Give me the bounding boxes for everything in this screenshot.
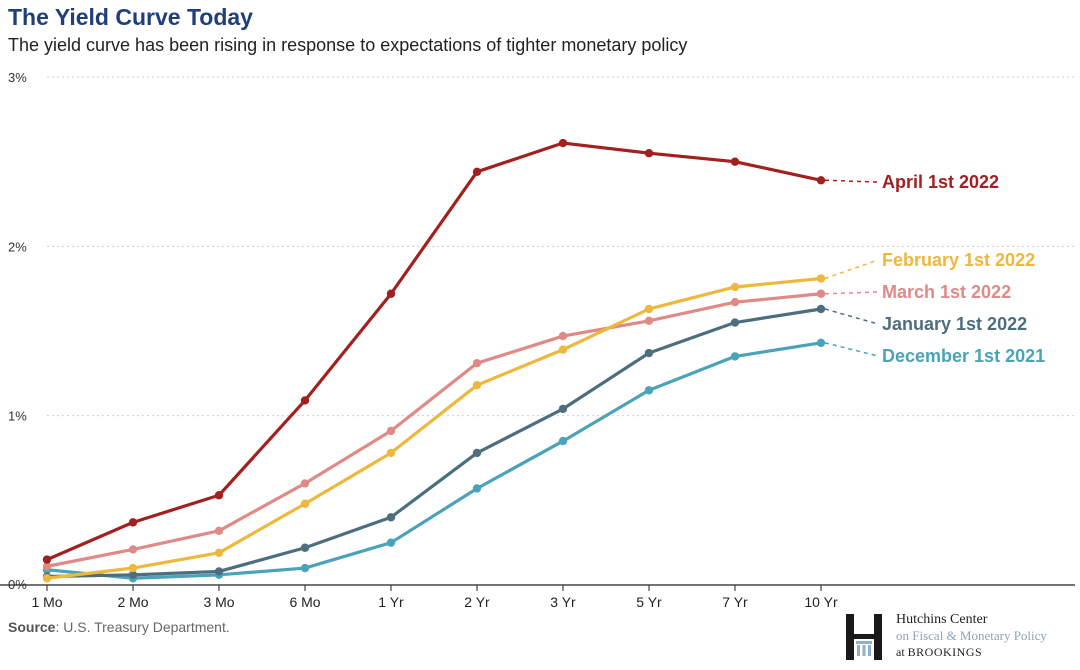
data-point [730, 352, 740, 361]
label-leader-line [824, 179, 879, 183]
data-point [730, 318, 740, 327]
logo-line2: on Fiscal & Monetary Policy [896, 628, 1047, 643]
series-line [46, 276, 822, 580]
series-labels: December 1st 2021 January 1st 2022 March 1… [824, 172, 1045, 366]
data-point [386, 289, 396, 298]
data-point [472, 448, 482, 458]
logo-line3-prefix: at [896, 645, 908, 659]
y-tick-label: 2% [8, 239, 27, 254]
logo-line3: at BROOKINGS [896, 644, 1047, 660]
grid-lines [47, 76, 1075, 417]
hutchins-logo: Hutchins Center on Fiscal & Monetary Pol… [846, 612, 1076, 664]
y-axis: 0%1%2%3% [8, 70, 27, 592]
x-tick-label: 3 Mo [203, 594, 234, 610]
series-0 [42, 338, 826, 583]
data-point [214, 567, 224, 576]
source-label: Source [8, 619, 56, 635]
data-point [730, 282, 740, 292]
series-lines [42, 138, 826, 583]
data-point [300, 543, 310, 552]
chart-subtitle: The yield curve has been rising in respo… [8, 35, 688, 55]
data-point [816, 176, 826, 185]
x-tick-label: 3 Yr [550, 594, 576, 610]
series-2 [42, 289, 826, 571]
series-label: December 1st 2021 [882, 346, 1045, 366]
data-point [644, 316, 654, 326]
source-note: Source: U.S. Treasury Department. [8, 619, 230, 635]
data-point [300, 479, 310, 488]
data-point [128, 563, 138, 573]
data-point [816, 304, 826, 314]
series-label: January 1st 2022 [882, 314, 1027, 334]
data-point [300, 563, 310, 573]
x-tick-label: 1 Mo [31, 594, 62, 610]
data-point [128, 545, 138, 554]
series-3 [42, 274, 826, 583]
data-point [214, 548, 224, 558]
data-point [42, 574, 52, 583]
data-point [558, 436, 568, 446]
data-point [128, 570, 138, 580]
series-line [46, 341, 822, 580]
x-tick-label: 1 Yr [378, 594, 404, 610]
data-point [214, 526, 224, 536]
y-tick-label: 1% [8, 409, 27, 424]
series-line [46, 292, 822, 568]
data-point [558, 345, 568, 354]
series-label: March 1st 2022 [882, 282, 1011, 302]
data-point [386, 448, 396, 458]
logo-brand: BROOKINGS [907, 645, 983, 659]
data-point [730, 298, 740, 307]
y-tick-label: 3% [8, 70, 27, 85]
x-axis: 1 Mo 2 Mo 3 Mo 6 Mo 1 Yr 2 Yr 3 Yr 5 Yr 7 Yr 10 Y… [0, 584, 1075, 610]
data-point [558, 404, 568, 414]
data-point [644, 348, 654, 358]
data-point [300, 396, 310, 405]
data-point [558, 331, 568, 341]
data-point [472, 484, 482, 493]
series-label: April 1st 2022 [882, 172, 999, 192]
data-point [816, 274, 826, 283]
data-point [386, 513, 396, 522]
data-point [386, 426, 396, 436]
data-point [42, 555, 52, 564]
label-leader-line [824, 308, 879, 325]
data-point [816, 338, 826, 348]
series-line [46, 141, 822, 562]
data-point [558, 138, 568, 148]
data-point [730, 157, 740, 166]
data-point [300, 499, 310, 508]
data-point [472, 167, 482, 177]
data-point [128, 518, 138, 527]
series-4 [42, 138, 826, 564]
data-point [644, 304, 654, 314]
data-point [472, 380, 482, 390]
label-leader-line [824, 259, 879, 280]
series-1 [42, 304, 826, 581]
data-point [42, 562, 52, 571]
chart-title: The Yield Curve Today [8, 4, 253, 30]
data-point [816, 289, 826, 298]
series-line [46, 307, 822, 579]
brookings-h-icon [846, 614, 882, 660]
label-leader-line [824, 342, 879, 357]
x-tick-label: 2 Mo [117, 594, 148, 610]
data-point [644, 149, 654, 158]
logo-line1: Hutchins Center [896, 612, 988, 627]
x-tick-label: 2 Yr [464, 594, 490, 610]
x-tick-label: 10 Yr [804, 594, 838, 610]
x-tick-label: 7 Yr [722, 594, 748, 610]
data-point [386, 538, 396, 547]
series-label: February 1st 2022 [882, 250, 1035, 270]
x-tick-label: 5 Yr [636, 594, 662, 610]
source-text: : U.S. Treasury Department. [55, 619, 230, 635]
x-tick-label: 6 Mo [289, 594, 320, 610]
data-point [472, 358, 482, 368]
label-leader-line [824, 291, 879, 295]
data-point [644, 386, 654, 395]
data-point [214, 491, 224, 500]
